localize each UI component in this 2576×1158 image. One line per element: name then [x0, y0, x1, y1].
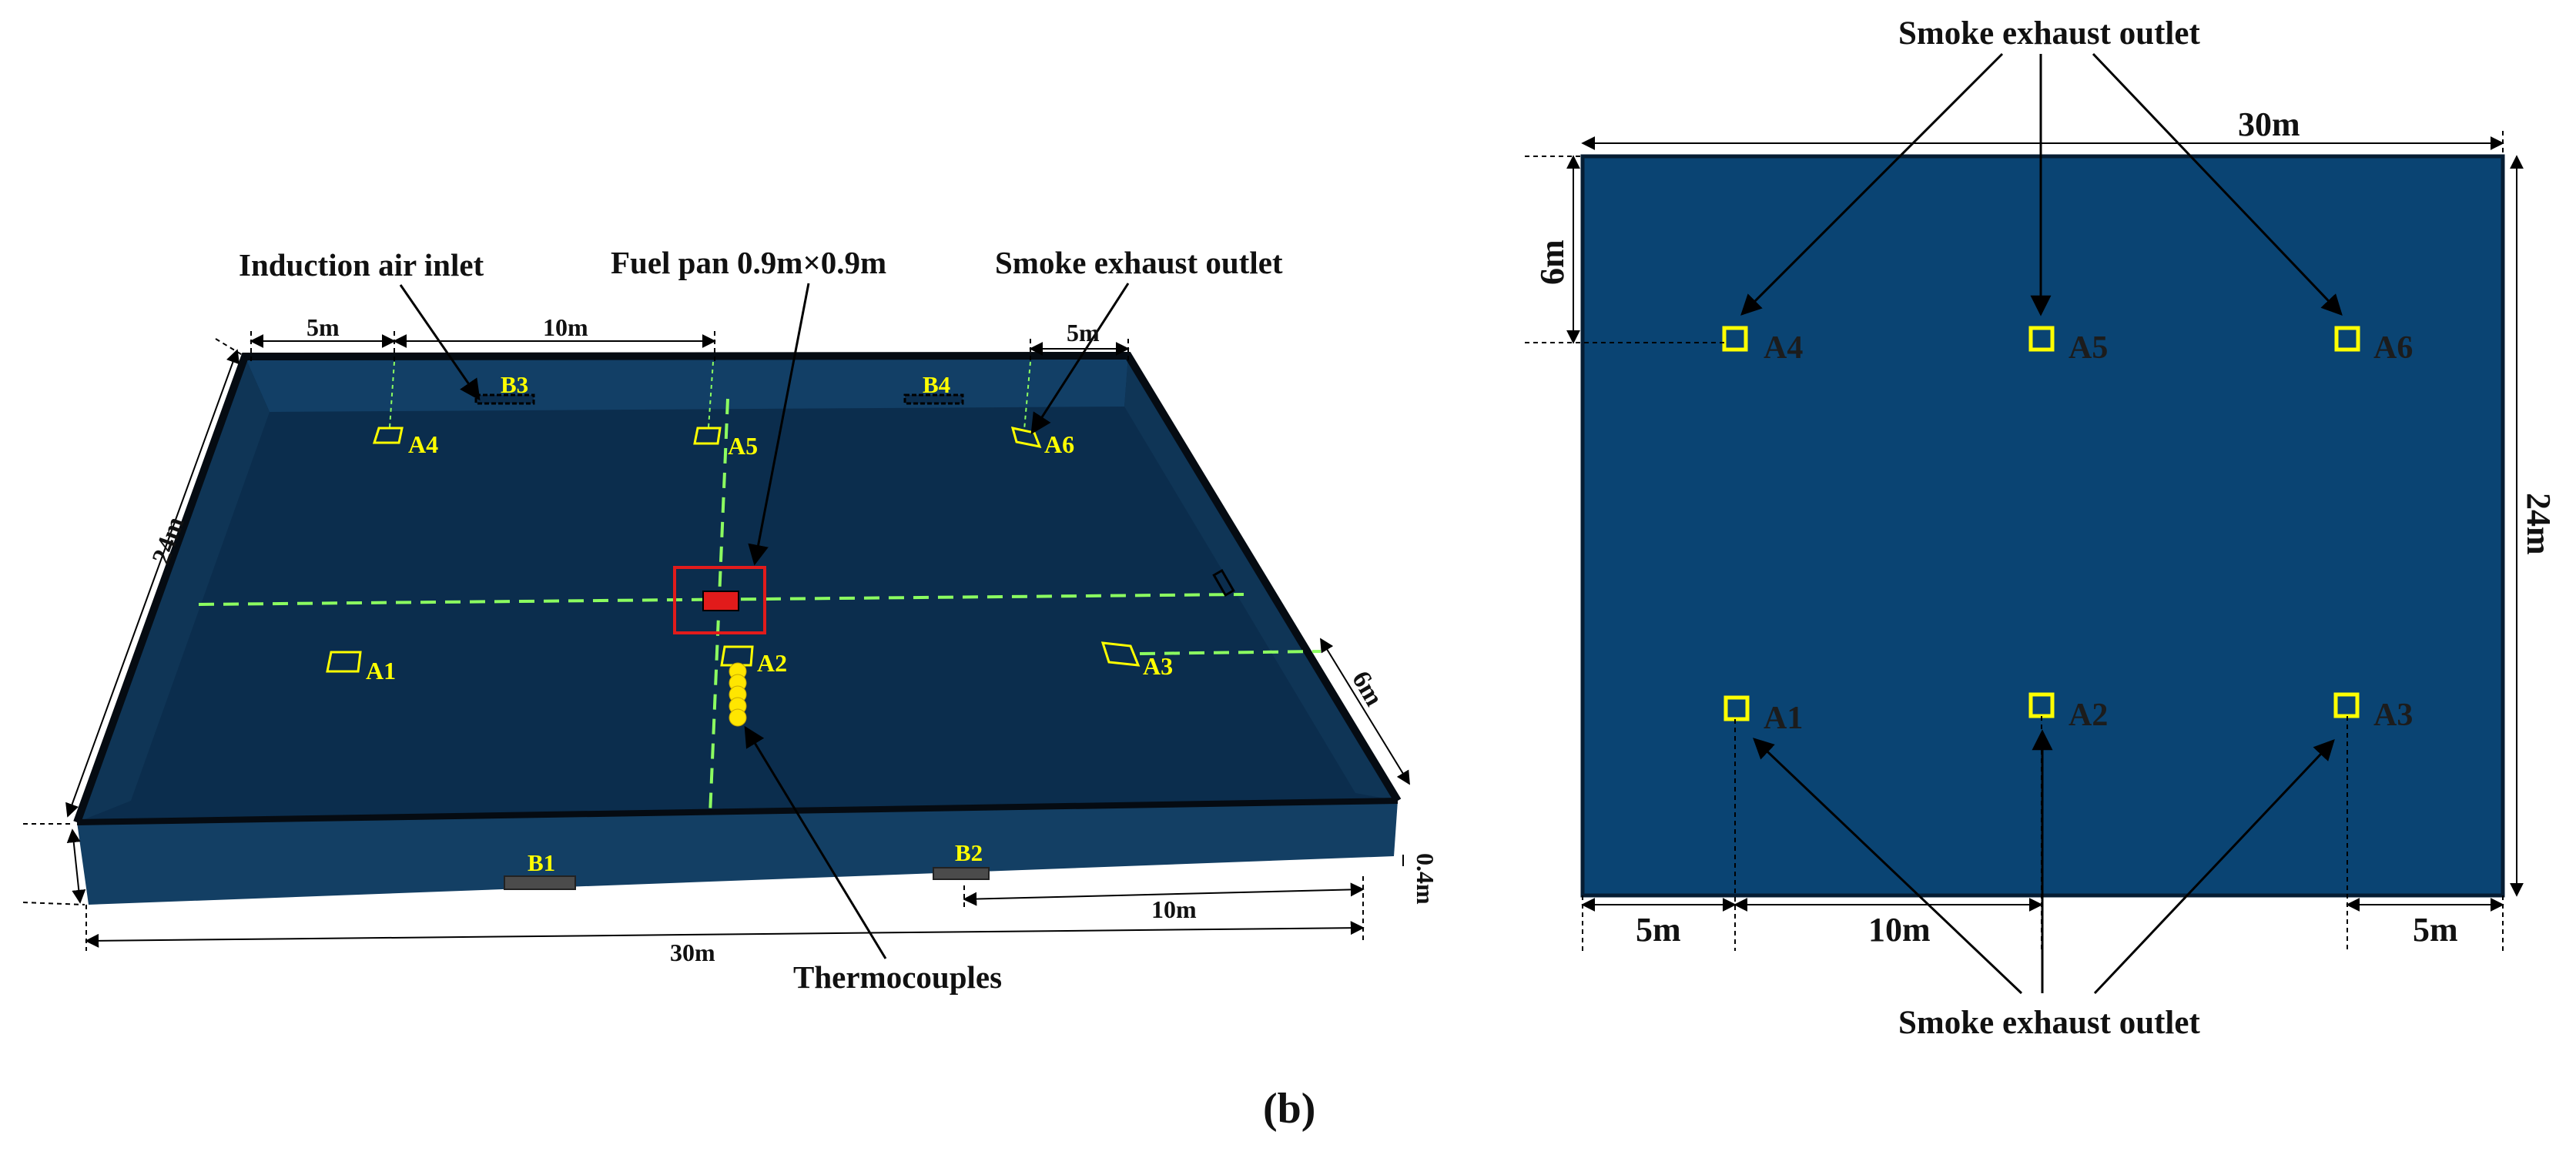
thermocouple-node: [729, 708, 747, 727]
plan-top-arrow-a6: [2092, 52, 2343, 316]
outlet-a4: [372, 427, 404, 444]
plan-outlet-a2-label: A2: [2069, 698, 2108, 733]
dim-top-left-5m-label: 5m: [307, 313, 340, 341]
plan-view: A4 A5 A6 A1 A2 A3 Smoke exhaust outlet S…: [1525, 15, 2558, 1041]
plan-outlet-a1: [1723, 695, 1750, 721]
outlet-a4-label: A4: [408, 430, 438, 458]
outlet-a5-label: A5: [728, 432, 758, 460]
inlet-b1: [504, 875, 576, 890]
pool-front-wall: [77, 801, 1398, 905]
dim-left-height: [66, 828, 86, 904]
pool-floor: [77, 356, 1398, 822]
dim-front-10m-label: 10m: [1151, 895, 1197, 923]
callout-induction-air-inlet: Induction air inlet: [239, 247, 484, 283]
callout-fuel-pan-arrow: [748, 283, 810, 566]
a4-guide: [389, 361, 395, 428]
inlet-b4: [903, 393, 964, 405]
plan-bottom-arrow-a1: [1753, 738, 2023, 995]
plan-outlet-a6: [2334, 326, 2360, 352]
outlet-a6-label: A6: [1044, 430, 1074, 458]
callout-smoke-arrow: [1030, 283, 1130, 435]
pool-front-edge: [76, 798, 1399, 825]
plan-top-arrow-a4: [1740, 52, 2004, 316]
plan-outlet-a4: [1722, 326, 1748, 352]
plan-dim-24m-label: 24m: [2520, 493, 2558, 555]
plan-outlet-a5: [2028, 326, 2055, 352]
plan-dim-6m-label: 6m: [1533, 239, 1571, 285]
a5-guide: [708, 361, 714, 428]
dim-24m: [65, 349, 240, 818]
outlet-a6: [1010, 427, 1042, 449]
ext-line: [215, 338, 246, 357]
plan-bottom-arrow-a3: [2093, 739, 2335, 995]
outlet-a2: [720, 645, 754, 667]
plan-callout-top: Smoke exhaust outlet: [1898, 15, 2200, 52]
dim-top-10m-label: 10m: [543, 313, 588, 341]
plan-outlet-a4-label: A4: [1764, 330, 1803, 366]
plan-dim-30m-label: 30m: [2238, 105, 2300, 143]
plan-outlet-a1-label: A1: [1764, 701, 1803, 736]
ext-line: [22, 902, 85, 905]
dim-front-30m: [85, 921, 1365, 948]
plan-outlet-a3-label: A3: [2373, 698, 2413, 733]
fuel-pan: [702, 591, 739, 611]
inlet-b2-label: B2: [955, 839, 983, 866]
outlet-a1: [326, 651, 362, 673]
outlet-a5: [693, 427, 722, 445]
outlet-a1-label: A1: [366, 657, 396, 684]
callout-fuel-pan: Fuel pan 0.9m×0.9m: [611, 245, 886, 280]
plan-outlet-a5-label: A5: [2069, 330, 2108, 366]
dim-right-6m-label: 6m: [1346, 667, 1388, 711]
panel-label: (b): [1263, 1085, 1315, 1133]
plan-dim-bottom-right-5m-label: 5m: [2413, 911, 2458, 949]
plan-callout-bottom: Smoke exhaust outlet: [1898, 1005, 2200, 1041]
plan-outlet-a6-label: A6: [2373, 330, 2413, 366]
callout-thermocouples-arrow: [744, 725, 887, 959]
dim-top-right-5m-label: 5m: [1067, 319, 1100, 346]
inlet-b4-label: B4: [923, 371, 950, 398]
view3d: B3 B4 B1 B2 A4 A5 A6 A1 A2 A3: [22, 245, 1439, 995]
pool-back-wall: [245, 356, 1128, 412]
dim-right-6m: [1320, 638, 1410, 785]
a6-guide: [1023, 361, 1031, 430]
thermocouples: [729, 662, 747, 727]
dim-0-4m-label: 0.4m: [1412, 853, 1439, 905]
outlet-a3-label: A3: [1143, 652, 1173, 680]
plan-dim-bottom-10m-label: 10m: [1868, 911, 1931, 949]
plan-dim-bottom-left-5m-label: 5m: [1636, 911, 1681, 949]
a3-guide: [1139, 650, 1321, 655]
callout-smoke-exhaust-outlet: Smoke exhaust outlet: [995, 245, 1283, 280]
inlet-b1-label: B1: [528, 849, 555, 876]
outlet-a3: [1100, 641, 1141, 667]
inlet-b2: [933, 867, 990, 880]
dim-front-10m: [963, 882, 1365, 906]
callout-thermocouples: Thermocouples: [793, 959, 1002, 995]
right-wall-vent: [1212, 568, 1235, 597]
dim-front-30m-label: 30m: [670, 939, 715, 966]
inlet-b3-label: B3: [501, 371, 528, 398]
outlet-a2-label: A2: [757, 649, 787, 677]
fuel-pan-frame: [673, 566, 766, 634]
